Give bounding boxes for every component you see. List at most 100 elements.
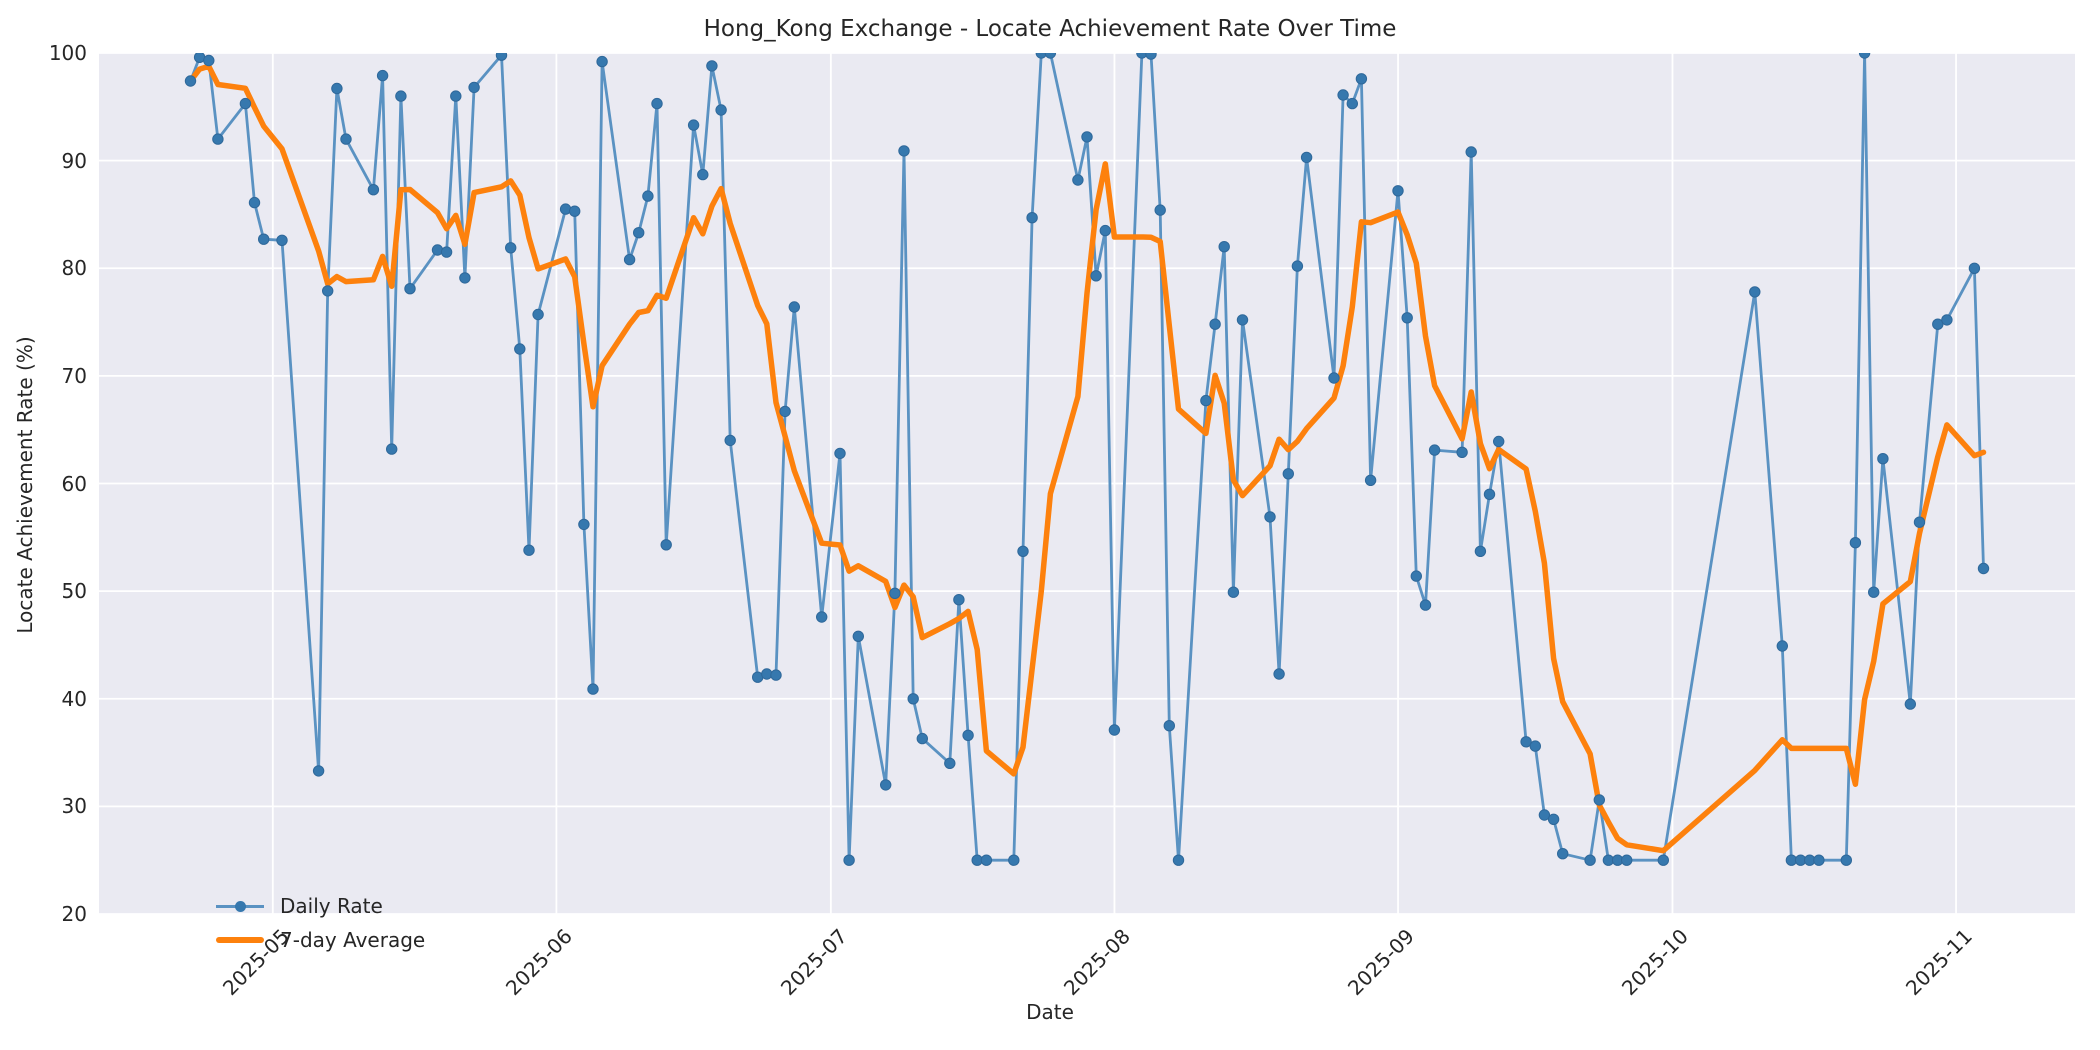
data-point xyxy=(1364,474,1377,486)
data-point xyxy=(1209,318,1221,330)
data-point xyxy=(1465,146,1477,158)
data-point xyxy=(468,81,480,94)
data-point xyxy=(258,233,270,245)
data-point xyxy=(1776,640,1789,652)
data-point xyxy=(1868,586,1880,598)
data-point xyxy=(340,133,352,145)
data-point xyxy=(1081,131,1093,143)
data-point xyxy=(1419,599,1432,611)
data-point xyxy=(1813,854,1825,866)
y-tick-40: 40 xyxy=(61,686,87,711)
data-point xyxy=(532,308,544,321)
data-point xyxy=(1236,314,1249,326)
data-point xyxy=(1428,444,1441,456)
x-axis-label: Date xyxy=(1026,1000,1074,1024)
data-point xyxy=(386,443,398,455)
data-point xyxy=(706,60,718,72)
data-point xyxy=(1072,174,1084,186)
data-point xyxy=(1026,212,1038,224)
data-point xyxy=(687,119,700,131)
data-point xyxy=(376,69,389,82)
data-point xyxy=(1593,794,1606,806)
data-point xyxy=(962,729,974,741)
data-point xyxy=(1300,151,1313,164)
data-point xyxy=(276,234,288,247)
data-point xyxy=(1291,260,1304,272)
data-point xyxy=(1099,224,1111,237)
data-point xyxy=(1410,570,1423,582)
data-point xyxy=(1163,720,1176,732)
data-point xyxy=(843,854,855,866)
data-point xyxy=(1840,854,1853,866)
data-point xyxy=(1474,545,1487,557)
data-point xyxy=(623,253,636,266)
data-point xyxy=(312,765,325,777)
data-point xyxy=(880,779,892,791)
data-point xyxy=(1483,488,1496,500)
data-point xyxy=(1584,854,1596,866)
data-point xyxy=(1904,698,1917,710)
data-point xyxy=(1557,848,1569,860)
data-point xyxy=(450,90,462,102)
data-point xyxy=(779,405,791,418)
data-point xyxy=(724,434,736,447)
average-thick-line-icon xyxy=(216,923,264,957)
data-point xyxy=(1337,89,1349,101)
legend-label-daily-rate: Daily Rate xyxy=(280,894,383,918)
data-point xyxy=(248,196,261,209)
data-point xyxy=(1218,241,1230,253)
y-tick-90: 90 xyxy=(61,148,87,173)
data-point xyxy=(495,53,508,61)
data-point xyxy=(212,133,224,145)
data-point xyxy=(834,447,846,460)
data-point xyxy=(697,168,709,181)
data-point xyxy=(1749,286,1761,298)
data-point xyxy=(1392,185,1404,197)
data-point xyxy=(1282,468,1295,480)
data-point xyxy=(1346,97,1359,110)
data-point xyxy=(642,190,654,202)
data-point xyxy=(715,104,727,116)
data-point xyxy=(239,97,252,110)
data-point xyxy=(1877,453,1889,465)
legend: Daily Rate 7-day Average xyxy=(216,889,425,957)
y-tick-100: 100 xyxy=(48,41,87,65)
y-tick-80: 80 xyxy=(61,256,87,281)
data-point xyxy=(1621,854,1633,866)
data-point xyxy=(1456,446,1468,458)
data-point xyxy=(1154,204,1166,216)
data-point xyxy=(367,184,380,196)
data-point xyxy=(578,518,590,531)
data-point xyxy=(1273,668,1285,680)
legend-label-7day-average: 7-day Average xyxy=(280,928,426,952)
data-point xyxy=(889,587,901,599)
data-point xyxy=(1977,562,1990,575)
data-point xyxy=(852,630,864,642)
y-tick-20: 20 xyxy=(61,902,87,926)
data-point xyxy=(1145,53,1157,60)
y-axis-label: Locate Achievement Rate (%) xyxy=(13,336,37,634)
data-point xyxy=(1017,545,1029,557)
data-point xyxy=(1968,262,1981,275)
data-point xyxy=(1090,270,1102,282)
data-point xyxy=(1108,724,1121,736)
data-point xyxy=(770,669,782,681)
data-point xyxy=(1136,53,1148,59)
daily-rate-line-marker-icon xyxy=(216,889,264,923)
data-point xyxy=(633,227,645,239)
data-point xyxy=(1858,53,1871,59)
data-point xyxy=(660,539,672,551)
data-point xyxy=(907,693,919,705)
data-point xyxy=(505,242,517,254)
data-point xyxy=(1913,516,1926,528)
data-point xyxy=(1172,854,1185,866)
data-point xyxy=(651,97,663,110)
data-point xyxy=(1401,312,1413,324)
legend-item-7day-average: 7-day Average xyxy=(216,923,425,957)
data-point xyxy=(1355,73,1368,85)
data-point xyxy=(1200,394,1212,407)
y-tick-50: 50 xyxy=(61,579,87,604)
data-point xyxy=(1941,314,1953,326)
data-point xyxy=(440,246,453,258)
